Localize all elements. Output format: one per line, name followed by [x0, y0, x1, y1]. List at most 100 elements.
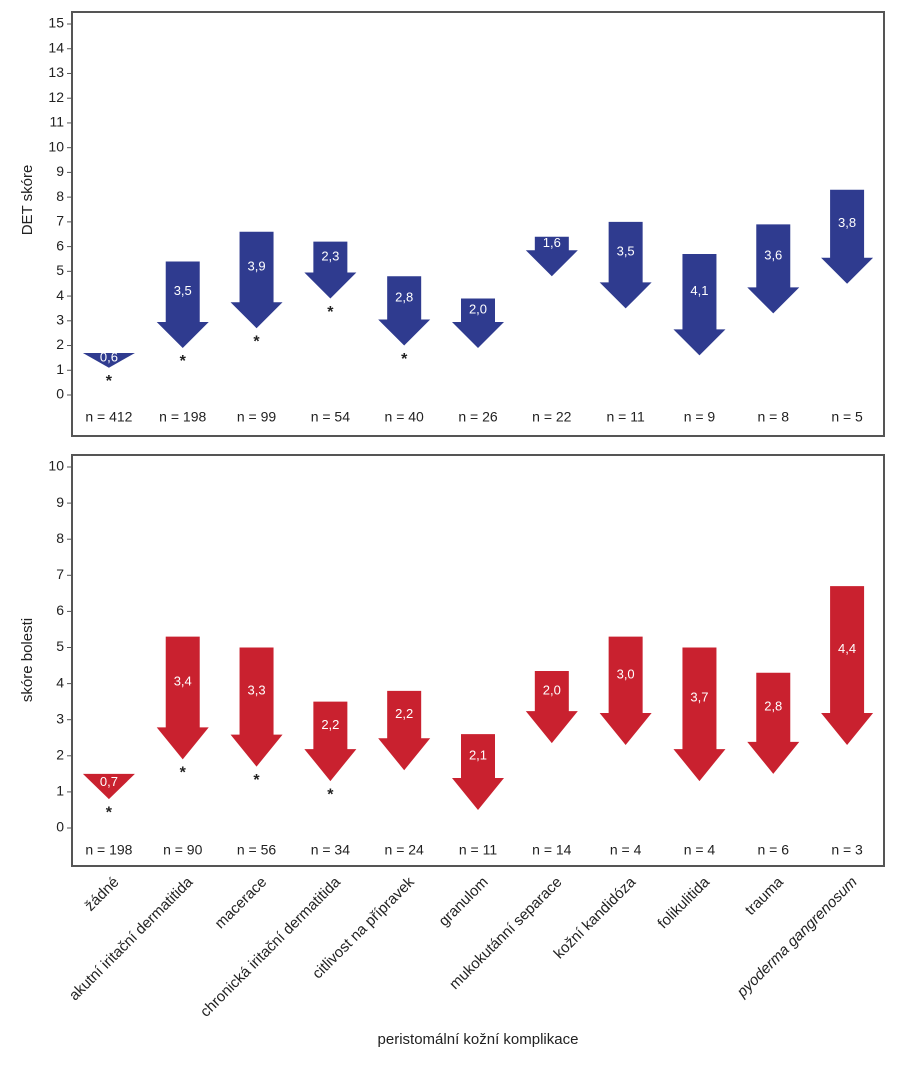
arrow	[599, 221, 652, 309]
x-tick-label: macerace	[212, 874, 271, 933]
value-label: 4,4	[838, 641, 856, 656]
y-tick-label: 2	[56, 336, 64, 352]
value-label: 4,1	[690, 283, 708, 298]
value-label: 3,5	[617, 244, 635, 259]
y-axis-title: skóre bolesti	[19, 618, 36, 702]
x-tick-label: chronická iritační dermatitida	[197, 873, 344, 1020]
value-label: 0,6	[100, 350, 118, 365]
n-label: n = 9	[684, 409, 716, 425]
n-label: n = 99	[237, 409, 277, 425]
y-tick-label: 7	[56, 566, 64, 582]
value-label: 2,0	[543, 683, 561, 698]
significance-marker: *	[106, 373, 113, 390]
arrow	[230, 231, 283, 329]
arrow	[821, 586, 874, 745]
y-tick-label: 6	[56, 602, 64, 618]
value-label: 2,0	[469, 302, 487, 317]
n-label: n = 6	[758, 842, 790, 858]
arrow	[747, 672, 800, 774]
arrow	[230, 647, 283, 767]
arrow	[378, 690, 431, 771]
value-label: 3,5	[174, 283, 192, 298]
y-tick-label: 11	[49, 114, 64, 130]
n-label: n = 14	[532, 842, 572, 858]
value-label: 2,8	[764, 699, 782, 714]
n-label: n = 24	[385, 842, 425, 858]
significance-marker: *	[327, 786, 334, 803]
arrow	[673, 254, 726, 356]
n-label: n = 56	[237, 842, 277, 858]
arrow	[599, 636, 652, 745]
n-label: n = 90	[163, 842, 203, 858]
y-tick-label: 10	[48, 138, 64, 154]
y-tick-label: 14	[48, 39, 64, 55]
y-tick-label: 13	[48, 64, 64, 80]
significance-marker: *	[180, 353, 187, 370]
significance-marker: *	[253, 333, 260, 350]
value-label: 3,3	[248, 683, 266, 698]
y-tick-label: 4	[56, 674, 64, 690]
value-label: 2,8	[395, 289, 413, 304]
value-label: 3,4	[174, 673, 192, 688]
n-label: n = 34	[311, 842, 351, 858]
n-label: n = 412	[85, 409, 132, 425]
n-label: n = 54	[311, 409, 351, 425]
n-label: n = 5	[831, 409, 863, 425]
value-label: 2,1	[469, 747, 487, 762]
significance-marker: *	[180, 765, 187, 782]
value-label: 3,0	[617, 666, 635, 681]
arrow	[525, 670, 578, 744]
x-tick-label: akutní iritační dermatitida	[66, 873, 197, 1004]
value-label: 1,6	[543, 235, 561, 250]
x-tick-label: trauma	[742, 873, 787, 918]
y-tick-label: 9	[56, 163, 64, 179]
y-tick-label: 6	[56, 237, 64, 253]
value-label: 0,7	[100, 774, 118, 789]
arrow	[747, 224, 800, 314]
y-tick-label: 3	[56, 312, 64, 328]
y-tick-label: 12	[48, 89, 64, 105]
n-label: n = 40	[385, 409, 425, 425]
n-label: n = 22	[532, 409, 572, 425]
arrow	[156, 636, 209, 760]
y-tick-label: 15	[48, 15, 64, 31]
y-tick-label: 9	[56, 494, 64, 510]
n-label: n = 3	[831, 842, 863, 858]
y-tick-label: 5	[56, 638, 64, 654]
arrow	[452, 298, 504, 349]
y-tick-label: 1	[56, 361, 64, 377]
significance-marker: *	[327, 304, 334, 321]
n-label: n = 198	[85, 842, 132, 858]
x-axis-title: peristomální kožní komplikace	[378, 1031, 579, 1048]
arrow	[304, 701, 357, 782]
arrow	[525, 236, 578, 277]
y-tick-label: 3	[56, 710, 64, 726]
n-label: n = 8	[758, 409, 790, 425]
y-tick-label: 8	[56, 530, 64, 546]
significance-marker: *	[401, 351, 408, 368]
y-axis-title: DET skóre	[19, 165, 36, 236]
y-tick-label: 8	[56, 188, 64, 204]
y-tick-label: 0	[56, 386, 64, 402]
y-tick-label: 0	[56, 819, 64, 835]
y-tick-label: 4	[56, 287, 64, 303]
arrow	[82, 773, 135, 800]
y-tick-label: 10	[48, 458, 64, 474]
n-label: n = 26	[458, 409, 498, 425]
value-label: 2,3	[321, 249, 339, 264]
arrow	[378, 276, 431, 346]
y-tick-label: 1	[56, 783, 64, 799]
value-label: 3,8	[838, 215, 856, 230]
arrow	[304, 241, 357, 299]
value-label: 2,2	[395, 706, 413, 721]
x-tick-label: pyoderma gangrenosum	[733, 874, 861, 1002]
n-label: n = 11	[459, 842, 497, 858]
significance-marker: *	[253, 772, 260, 789]
value-label: 2,2	[321, 717, 339, 732]
n-label: n = 4	[610, 842, 642, 858]
value-label: 3,6	[764, 247, 782, 262]
x-tick-label: žádné	[82, 874, 123, 915]
n-label: n = 4	[684, 842, 716, 858]
significance-marker: *	[106, 804, 113, 821]
